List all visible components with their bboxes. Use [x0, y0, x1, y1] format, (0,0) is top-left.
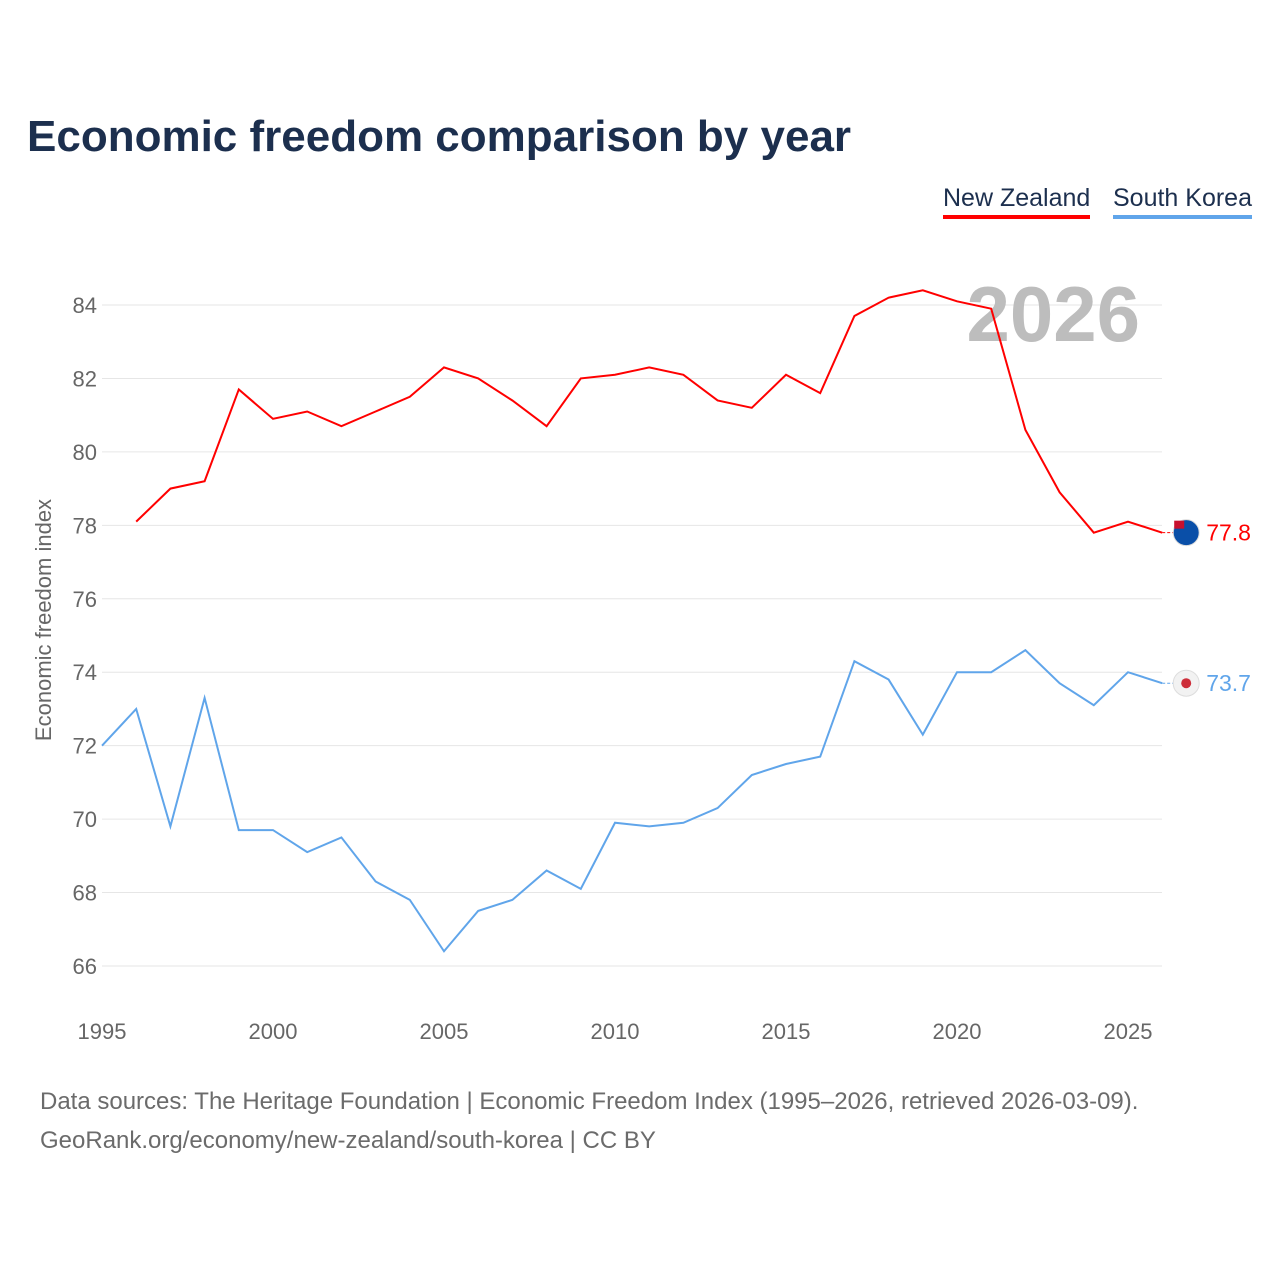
year-watermark: 2026 — [966, 270, 1140, 358]
legend-south-korea[interactable]: South Korea — [1113, 184, 1252, 219]
y-tick-label: 78 — [73, 513, 97, 538]
legend-new-zealand[interactable]: New Zealand — [943, 184, 1091, 219]
y-tick-label: 82 — [73, 366, 97, 391]
x-tick-label: 1995 — [78, 1019, 127, 1044]
end-value-label: 73.7 — [1206, 670, 1251, 696]
x-tick-label: 2025 — [1104, 1019, 1153, 1044]
end-value-label: 77.8 — [1206, 520, 1251, 546]
y-tick-label: 72 — [73, 734, 97, 759]
footer-sources: Data sources: The Heritage Foundation | … — [40, 1088, 1139, 1115]
y-tick-label: 66 — [73, 954, 97, 979]
x-tick-label: 2010 — [591, 1019, 640, 1044]
chart-title: Economic freedom comparison by year — [27, 112, 852, 161]
x-tick-label: 2015 — [762, 1019, 811, 1044]
y-tick-label: 74 — [73, 660, 97, 685]
taegeuk-icon — [1181, 678, 1192, 689]
x-tick-label: 2000 — [249, 1019, 298, 1044]
y-tick-label: 84 — [73, 293, 97, 318]
union-jack-icon — [1174, 520, 1185, 529]
y-tick-label: 68 — [73, 881, 97, 906]
y-tick-label: 76 — [73, 587, 97, 612]
series-line-new-zealand[interactable] — [135, 289, 1163, 534]
footer-url: GeoRank.org/economy/new-zealand/south-ko… — [40, 1127, 656, 1154]
y-tick-label: 80 — [73, 440, 97, 465]
y-axis-label: Economic freedom index — [31, 499, 56, 741]
y-tick-label: 70 — [73, 807, 97, 832]
x-tick-label: 2005 — [420, 1019, 469, 1044]
series-line-south-korea[interactable] — [101, 648, 1163, 953]
x-tick-label: 2020 — [933, 1019, 982, 1044]
